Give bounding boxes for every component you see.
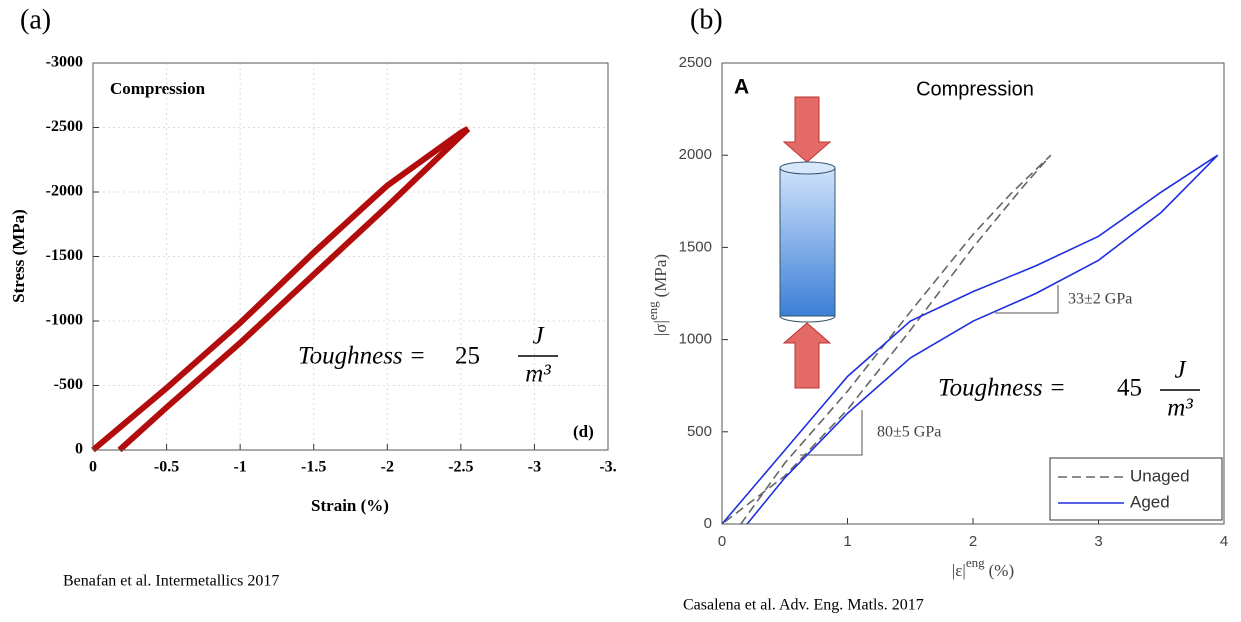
toughness-text: Toughness = (938, 375, 1066, 402)
y-tick-label: 0 (704, 515, 712, 532)
legend-box (1049, 457, 1223, 521)
legend-label: Aged (1130, 492, 1170, 511)
cylinder-bottom (779, 315, 836, 323)
caption: Benafan et al. Intermetallics 2017 (63, 573, 279, 590)
data-line (721, 154, 1052, 525)
y-tick-label: -2000 (46, 183, 83, 200)
x-tick-label: -0.5 (154, 459, 179, 476)
toughness-unit: J (1174, 357, 1187, 384)
annotation: A (734, 76, 749, 99)
data-line (117, 126, 471, 453)
y-tick-label: -2500 (46, 118, 83, 135)
x-axis-label: Strain (%) (311, 496, 389, 515)
y-tick-label: -3000 (46, 54, 83, 71)
y-label-main: |σ| (651, 320, 670, 336)
x-tick-label: 3 (1094, 533, 1102, 550)
slope-marker (800, 285, 1059, 456)
y-tick-label: 2000 (679, 146, 712, 163)
toughness-value: 45 (1117, 375, 1142, 402)
legend-label: Unaged (1130, 466, 1190, 485)
arrow (782, 96, 832, 163)
annotation: 33±2 GPa (1068, 291, 1132, 308)
y-label-sup: eng (645, 301, 660, 320)
x-tick-label: -1.5 (301, 459, 326, 476)
x-label-main: |ε| (952, 561, 966, 580)
x-tick-label: 2 (969, 533, 977, 550)
y-tick-label: 0 (75, 441, 83, 458)
slope-triangle (995, 285, 1059, 314)
x-tick-label: 1 (843, 533, 851, 550)
annotation: 80±5 GPa (877, 424, 941, 441)
plot-frame (92, 62, 609, 451)
x-tick-label: -3 (528, 459, 541, 476)
y-tick-label: 2500 (679, 54, 712, 71)
x-tick-label: -2.5 (448, 459, 473, 476)
specimen-diagram (779, 96, 836, 389)
y-label-unit: (MPa) (651, 254, 670, 297)
arrow (782, 322, 832, 389)
y-tick-label: 1000 (679, 331, 712, 348)
x-tick-label: 4 (1220, 533, 1228, 550)
x-axis-label: |ε|eng (%) (952, 555, 1014, 580)
cylinder-top (779, 161, 836, 175)
data-line (721, 154, 1219, 525)
y-tick-label: 1500 (679, 238, 712, 255)
panel-label: (b) (690, 4, 723, 35)
data-line (91, 126, 470, 453)
annotation: (d) (573, 422, 594, 441)
x-tick-label: -1 (233, 459, 246, 476)
y-axis-label: Stress (MPa) (9, 209, 28, 303)
slope-triangle (800, 410, 863, 456)
annotation: Compression (916, 78, 1034, 100)
x-label-unit: (%) (989, 561, 1014, 580)
toughness: Toughness = 45 J m³ (938, 357, 1200, 422)
toughness-unit: m³ (525, 361, 551, 388)
x-tick-label: 0 (718, 533, 726, 550)
toughness-unit: m³ (1167, 395, 1193, 422)
plot-frame (721, 62, 1225, 525)
x-tick-label: -2 (381, 459, 394, 476)
toughness-unit: J (532, 323, 545, 350)
y-axis-label: |σ|eng (MPa) (645, 254, 670, 336)
plot: 0 500 1000 1500 2000 2500 0 1 2 3 4 Unaged Aged (679, 54, 1229, 550)
y-tick-label: -1500 (46, 247, 83, 264)
x-label-sup: eng (966, 555, 985, 570)
x-tick-label: -3. (599, 459, 616, 476)
toughness-text: Toughness = (298, 343, 426, 370)
toughness-value: 25 (455, 343, 480, 370)
panel-label: (a) (20, 4, 51, 35)
toughness: Toughness = 25 J m³ (298, 323, 558, 388)
y-tick-label: -1000 (46, 312, 83, 329)
y-tick-label: 500 (687, 423, 712, 440)
plot: 0 -500 -1000 -1500 -2000 -2500 -3000 0 -0.5 -1 -1.… (46, 54, 617, 476)
x-tick-label: 0 (89, 459, 97, 476)
annotation: Compression (110, 79, 206, 98)
caption: Casalena et al. Adv. Eng. Matls. 2017 (683, 597, 924, 614)
cylinder (779, 167, 836, 317)
y-tick-label: -500 (54, 376, 83, 393)
